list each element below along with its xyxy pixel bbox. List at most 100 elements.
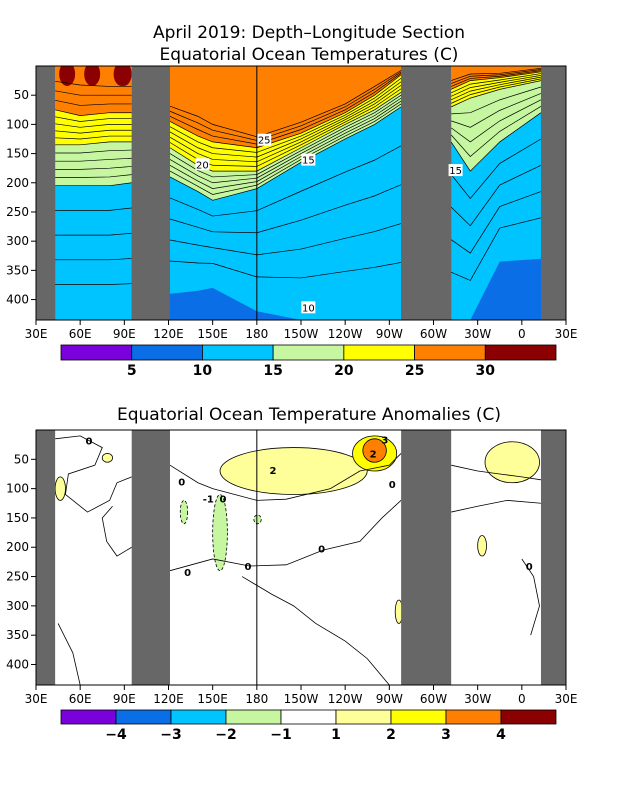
x-tick-label: 120W bbox=[328, 692, 363, 706]
colorbar-swatch bbox=[272, 344, 345, 361]
colorbar-label: −4 bbox=[105, 727, 127, 743]
temperature-plot-area: 25 20 15 15 10 bbox=[36, 66, 566, 320]
contour-label: 0 bbox=[184, 568, 191, 579]
isotherm-label-bg bbox=[301, 301, 316, 314]
band-above-30 bbox=[115, 66, 132, 86]
isotherm-line bbox=[169, 73, 402, 145]
land-mask bbox=[36, 430, 56, 685]
colorbar-label: −2 bbox=[215, 727, 236, 743]
isotherm-line bbox=[451, 69, 542, 84]
isotherm-line bbox=[169, 77, 402, 153]
x-tick-label: 150W bbox=[284, 692, 319, 706]
x-tick-label: 150E bbox=[197, 327, 228, 341]
isotherm-label: 10 bbox=[302, 303, 315, 314]
y-tick-label: 50 bbox=[14, 452, 29, 466]
contour-label: 0 bbox=[318, 544, 325, 555]
isotherm-line bbox=[55, 149, 132, 154]
contour-label: 0 bbox=[389, 480, 396, 491]
band-above-30 bbox=[84, 66, 101, 86]
isotherm-line bbox=[169, 100, 402, 189]
y-tick-label: 100 bbox=[6, 117, 29, 131]
y-tick-label: 350 bbox=[6, 263, 29, 277]
isotherm-line bbox=[451, 70, 542, 87]
colorbar-swatch bbox=[202, 344, 274, 361]
x-tick-label: 120E bbox=[153, 327, 184, 341]
anomaly-fill-layer bbox=[36, 430, 566, 685]
colorbar-swatch bbox=[445, 709, 502, 725]
isotherm-line bbox=[55, 258, 132, 261]
isotherm-line bbox=[451, 67, 542, 81]
isotherm-line bbox=[55, 129, 132, 134]
contour-label: 0 bbox=[245, 562, 252, 573]
isotherm-line bbox=[451, 80, 542, 108]
negative-anomaly-region bbox=[253, 514, 262, 525]
x-tick-label: 60W bbox=[420, 692, 447, 706]
land-mask bbox=[401, 66, 452, 320]
colorbar-swatch bbox=[170, 709, 227, 725]
colorbar-swatch bbox=[225, 709, 282, 725]
colorbar-label: 4 bbox=[496, 727, 506, 743]
anomaly-axes: 30E 60E 90E 120E 150E 180 150W 120W 90W 60W 30W 0 30… bbox=[6, 429, 578, 706]
isotherm-line bbox=[169, 84, 402, 163]
x-tick-label: 120W bbox=[328, 327, 363, 341]
positive-anomaly-region bbox=[484, 441, 540, 484]
contour-label: 2 bbox=[270, 466, 277, 477]
zero-contour bbox=[169, 500, 402, 572]
y-tick-label: 250 bbox=[6, 570, 29, 584]
colorbar-label: 2 bbox=[386, 727, 396, 743]
contour-label: 0 bbox=[86, 437, 93, 448]
x-tick-label: 60E bbox=[69, 692, 92, 706]
y-tick-label: 150 bbox=[6, 147, 29, 161]
isotherm-line bbox=[451, 76, 542, 101]
colorbar-swatch bbox=[414, 344, 486, 361]
zero-contour bbox=[55, 435, 132, 513]
land-mask bbox=[401, 430, 452, 685]
x-tick-label: 90E bbox=[113, 692, 136, 706]
isotherm-line bbox=[169, 94, 402, 178]
colorbar-swatch bbox=[280, 709, 337, 725]
isotherm-line bbox=[169, 260, 402, 279]
isotherm-label: 15 bbox=[302, 156, 315, 167]
positive-anomaly-region bbox=[477, 535, 487, 557]
isotherm-label: 15 bbox=[449, 166, 462, 177]
isotherm-line bbox=[451, 78, 542, 104]
isotherm-line bbox=[169, 103, 402, 195]
isotherm-line bbox=[55, 123, 132, 128]
x-tick-label: 30W bbox=[464, 692, 491, 706]
y-tick-label: 400 bbox=[6, 293, 29, 307]
positive-anomaly-region bbox=[219, 447, 368, 495]
isotherm-label: 20 bbox=[196, 160, 209, 171]
x-tick-label: 30E bbox=[25, 692, 48, 706]
x-tick-label: 60E bbox=[69, 327, 92, 341]
x-tick-label: 30W bbox=[464, 327, 491, 341]
land-mask bbox=[131, 430, 170, 685]
isotherm-line bbox=[169, 223, 402, 256]
colorbar-swatch bbox=[131, 344, 203, 361]
x-tick-label: 30E bbox=[555, 692, 578, 706]
x-tick-label: 0 bbox=[518, 327, 526, 341]
isotherm-line bbox=[55, 80, 132, 87]
x-tick-label: 0 bbox=[518, 692, 526, 706]
zero-contour bbox=[57, 623, 81, 685]
isotherm-line bbox=[450, 99, 542, 143]
isotherm-line bbox=[55, 157, 132, 162]
x-tick-label: 90W bbox=[376, 692, 403, 706]
colorbar-swatch bbox=[343, 344, 415, 361]
chart-title: Equatorial Ocean Temperature Anomalies (… bbox=[117, 405, 501, 425]
negative-anomaly-region bbox=[179, 499, 189, 525]
isotherm-line bbox=[451, 217, 542, 281]
chart-title: April 2019: Depth–Longitude Section bbox=[153, 23, 465, 43]
x-tick-label: 150E bbox=[197, 692, 228, 706]
contour-label: 0 bbox=[219, 495, 226, 506]
x-tick-label: 90W bbox=[376, 327, 403, 341]
colorbar-label: 10 bbox=[193, 363, 213, 379]
isotherm-line bbox=[55, 182, 132, 187]
zero-contour bbox=[451, 464, 542, 481]
isotherm-line bbox=[55, 99, 132, 106]
land-mask bbox=[36, 66, 56, 320]
land-mask bbox=[540, 430, 566, 685]
colorbar-label: 3 bbox=[441, 727, 451, 743]
isotherm-line bbox=[450, 164, 542, 227]
isotherm-line bbox=[169, 97, 402, 184]
anomaly-colorbar: −4 −3 −2 −1 1 2 3 4 bbox=[60, 709, 557, 743]
